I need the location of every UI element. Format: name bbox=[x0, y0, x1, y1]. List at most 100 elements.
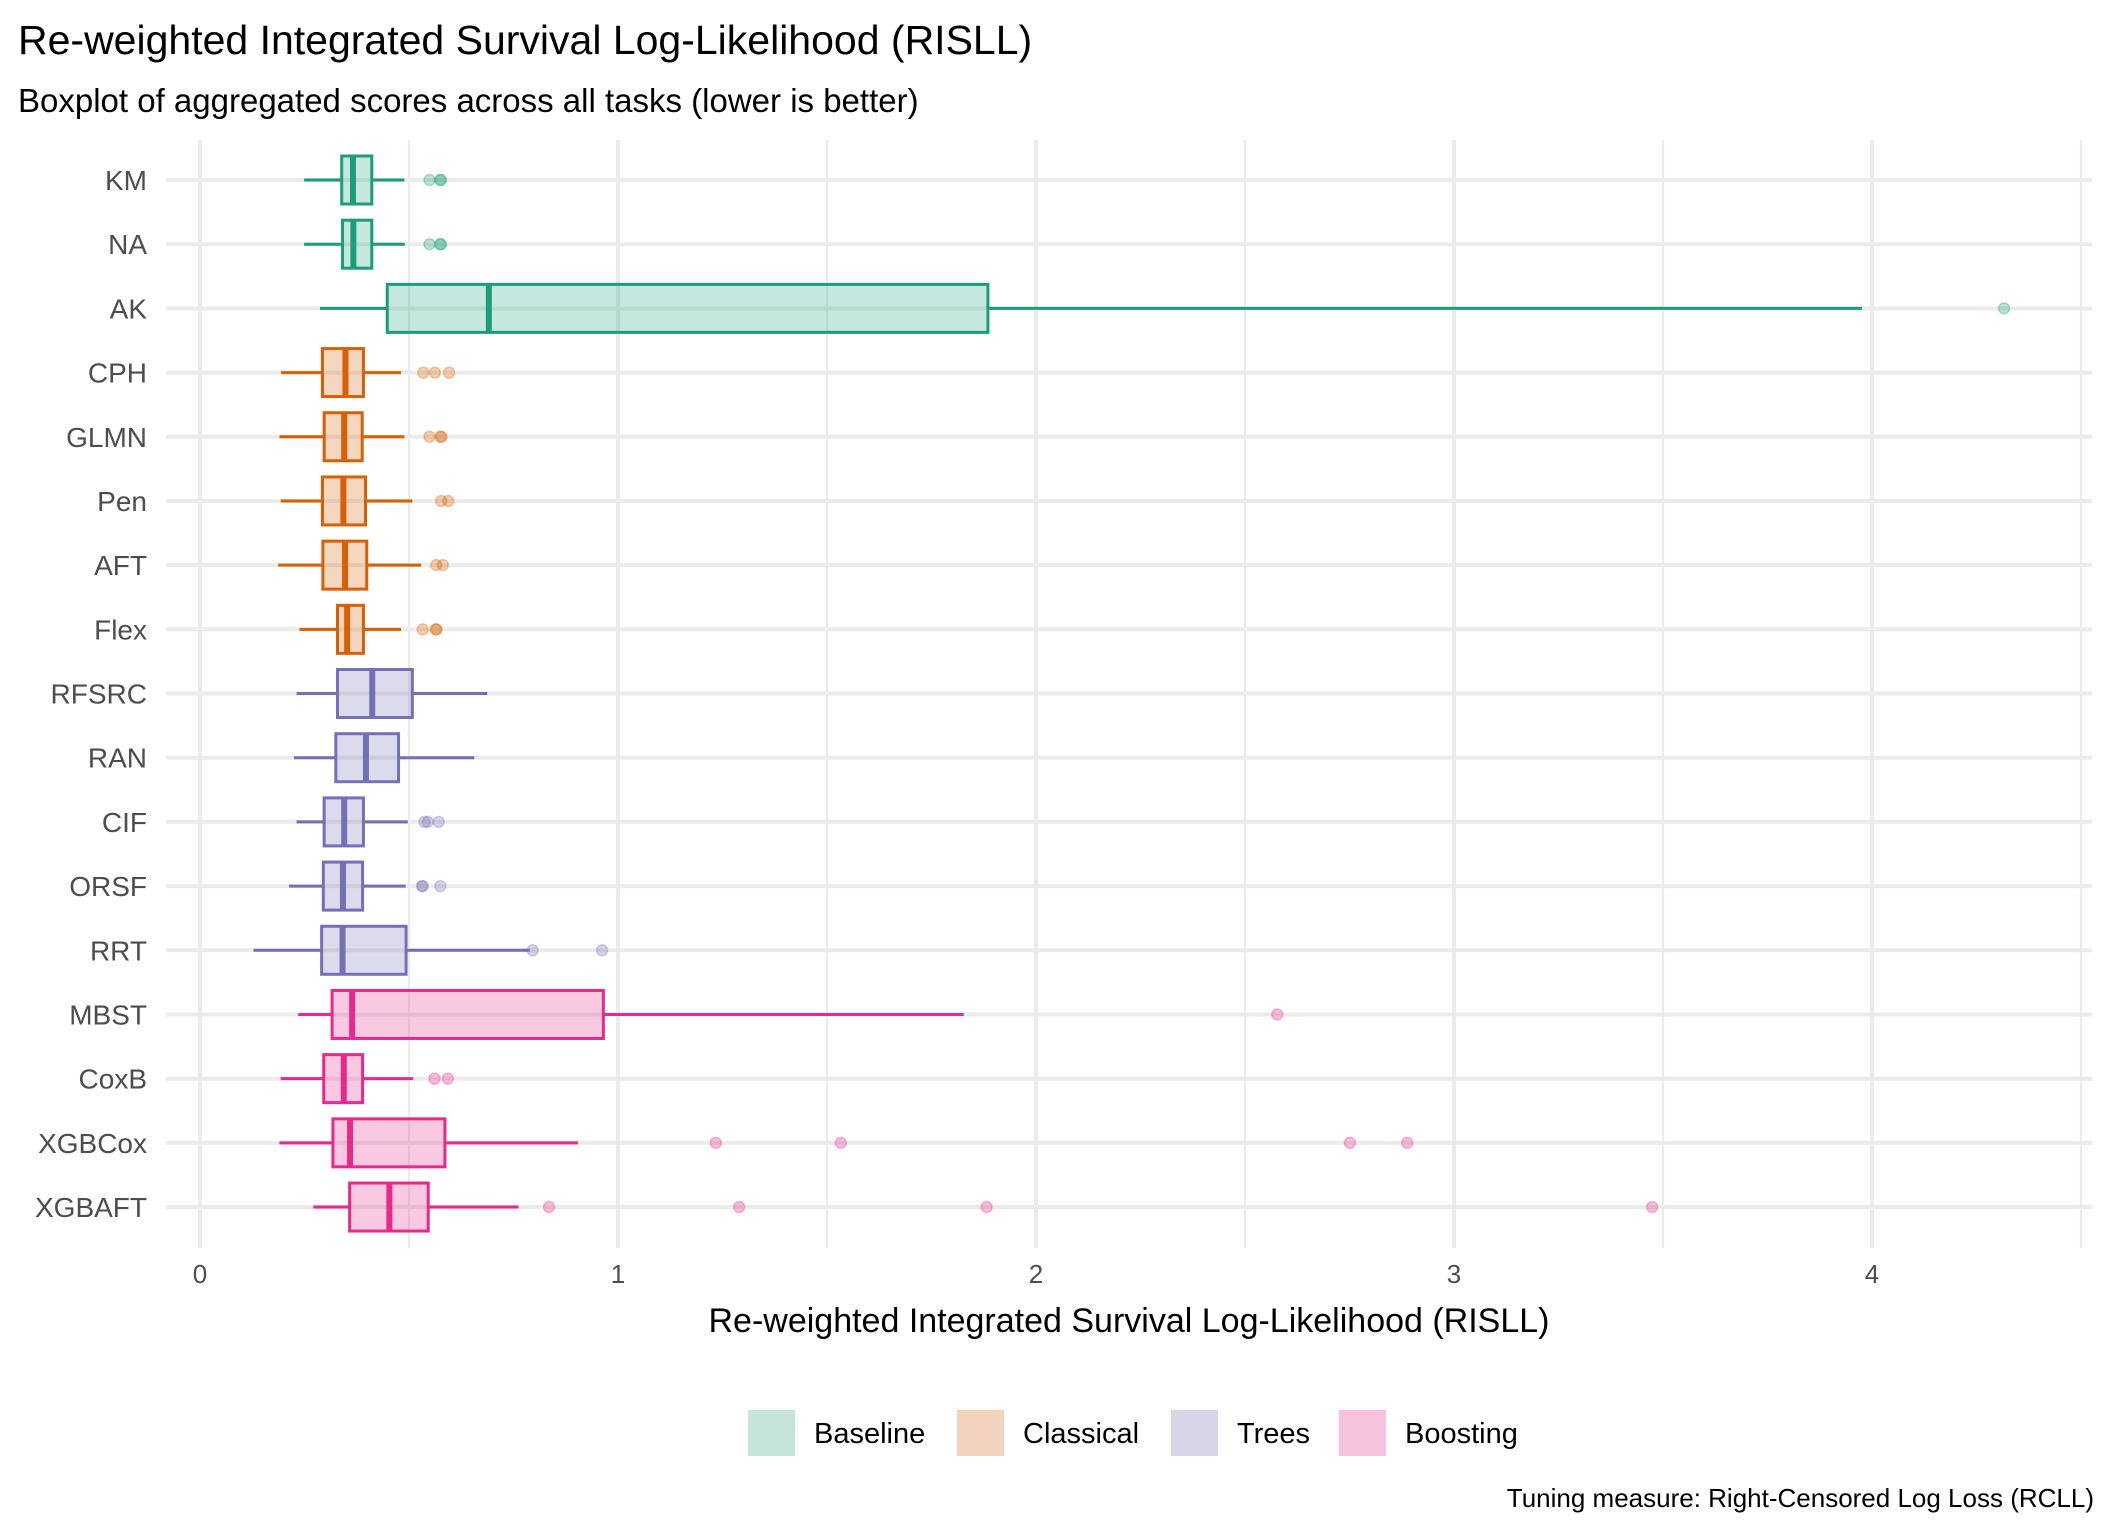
box bbox=[336, 603, 365, 655]
boxplot-cif bbox=[296, 796, 445, 848]
x-tick-label: 3 bbox=[1447, 1259, 1461, 1289]
outlier-point bbox=[709, 1136, 723, 1150]
outlier-point bbox=[433, 237, 447, 251]
outlier-point bbox=[416, 623, 430, 636]
y-tick-label: Flex bbox=[94, 614, 147, 645]
x-tick-label: 0 bbox=[193, 1259, 207, 1289]
boxplot-orsf bbox=[289, 860, 447, 912]
box bbox=[320, 924, 408, 976]
outlier-point bbox=[435, 430, 448, 444]
legend-item-trees: Trees bbox=[1171, 1410, 1310, 1456]
boxplot-ak bbox=[319, 282, 2011, 334]
y-tick-label: RFSRC bbox=[51, 679, 147, 710]
outlier-point bbox=[421, 815, 435, 829]
box bbox=[340, 154, 374, 206]
outlier-point bbox=[980, 1200, 993, 1214]
y-tick-label: CoxB bbox=[79, 1064, 147, 1095]
y-tick-label: AK bbox=[110, 293, 148, 324]
outlier-point bbox=[834, 1136, 848, 1150]
boxplot-na bbox=[304, 218, 448, 270]
outlier-point bbox=[595, 944, 609, 957]
chart-title: Re-weighted Integrated Survival Log-Like… bbox=[18, 17, 1032, 63]
outlier-point bbox=[434, 430, 447, 444]
boxplot-ran bbox=[294, 732, 475, 784]
boxplot-flex bbox=[299, 603, 443, 655]
outlier-point bbox=[429, 623, 443, 636]
boxplot-xgbaft bbox=[313, 1181, 1659, 1233]
boxplot-pen bbox=[280, 475, 455, 527]
boxplot-aft bbox=[278, 539, 450, 591]
boxplot-mbst bbox=[298, 988, 1284, 1040]
outlier-point bbox=[442, 494, 455, 508]
outlier-point bbox=[542, 1200, 556, 1214]
box bbox=[341, 218, 374, 270]
legend-label: Baseline bbox=[814, 1418, 925, 1450]
legend-label: Trees bbox=[1237, 1418, 1310, 1450]
outlier-point bbox=[423, 237, 436, 251]
outlier-point bbox=[441, 1072, 455, 1085]
boxplot-km bbox=[304, 154, 448, 206]
outlier-point bbox=[732, 1200, 746, 1214]
legend-key bbox=[957, 1410, 1004, 1456]
box bbox=[385, 282, 990, 334]
legend-item-classical: Classical bbox=[957, 1410, 1139, 1456]
outlier-point bbox=[1400, 1136, 1414, 1150]
outlier-point bbox=[1645, 1200, 1659, 1214]
legend-label: Boosting bbox=[1405, 1418, 1518, 1450]
boxplots bbox=[253, 154, 2011, 1233]
outlier-point bbox=[423, 173, 436, 187]
y-tick-label: NA bbox=[108, 229, 147, 260]
y-tick-label: CIF bbox=[102, 807, 147, 838]
outlier-point bbox=[416, 879, 430, 893]
y-tick-label: AFT bbox=[94, 550, 147, 581]
y-tick-label: RRT bbox=[90, 935, 147, 966]
outlier-point bbox=[429, 558, 443, 572]
y-axis-labels: KM NA AK CPH GLMN Pen AFT Flex RFSRC RAN CIF ORSF RR… bbox=[35, 165, 147, 1223]
boxplot-cph bbox=[281, 347, 456, 399]
outlier-point bbox=[428, 1072, 441, 1085]
x-tick-label: 4 bbox=[1865, 1259, 1879, 1289]
legend: Baseline Classical Trees Boosting bbox=[748, 1410, 1518, 1456]
outlier-point bbox=[416, 366, 430, 379]
chart-subtitle: Boxplot of aggregated scores across all … bbox=[18, 82, 919, 119]
outlier-point bbox=[418, 815, 431, 829]
y-tick-label: Pen bbox=[97, 486, 147, 517]
outlier-point bbox=[433, 173, 447, 187]
x-tick-label: 1 bbox=[611, 1259, 625, 1289]
y-tick-label: XGBAFT bbox=[35, 1192, 147, 1223]
outlier-point bbox=[428, 366, 442, 379]
outlier-point bbox=[434, 879, 447, 893]
legend-item-baseline: Baseline bbox=[748, 1410, 925, 1456]
boxplot-coxb bbox=[280, 1053, 455, 1105]
y-tick-label: GLMN bbox=[66, 422, 147, 453]
x-tick-label: 2 bbox=[1029, 1259, 1043, 1289]
y-tick-label: KM bbox=[105, 165, 147, 196]
outlier-point bbox=[1343, 1136, 1357, 1150]
box bbox=[330, 988, 605, 1040]
outlier-point bbox=[526, 944, 539, 957]
y-tick-label: ORSF bbox=[69, 871, 147, 902]
legend-key bbox=[1339, 1410, 1386, 1456]
y-tick-label: MBST bbox=[69, 999, 147, 1030]
boxplot-xgbcox bbox=[279, 1117, 1414, 1169]
legend-item-boosting: Boosting bbox=[1339, 1410, 1518, 1456]
outlier-point bbox=[423, 430, 436, 444]
y-tick-label: CPH bbox=[88, 358, 147, 389]
boxplot-rrt bbox=[253, 924, 609, 976]
outlier-point bbox=[436, 558, 450, 572]
outlier-point bbox=[430, 623, 443, 636]
y-tick-label: RAN bbox=[88, 743, 147, 774]
legend-key bbox=[1171, 1410, 1218, 1456]
legend-label: Classical bbox=[1023, 1418, 1139, 1450]
boxplot-rfsrc bbox=[296, 668, 488, 720]
outlier-point bbox=[434, 237, 448, 251]
chart-caption: Tuning measure: Right-Censored Log Loss … bbox=[1507, 1483, 2094, 1513]
x-axis-labels: 0 1 2 3 4 bbox=[193, 1259, 1879, 1289]
outlier-point bbox=[434, 173, 448, 187]
x-axis-title: Re-weighted Integrated Survival Log-Like… bbox=[708, 1302, 1549, 1340]
outlier-point bbox=[1997, 302, 2011, 315]
outlier-point bbox=[415, 879, 429, 893]
legend-key bbox=[748, 1410, 795, 1456]
outlier-point bbox=[442, 366, 456, 379]
